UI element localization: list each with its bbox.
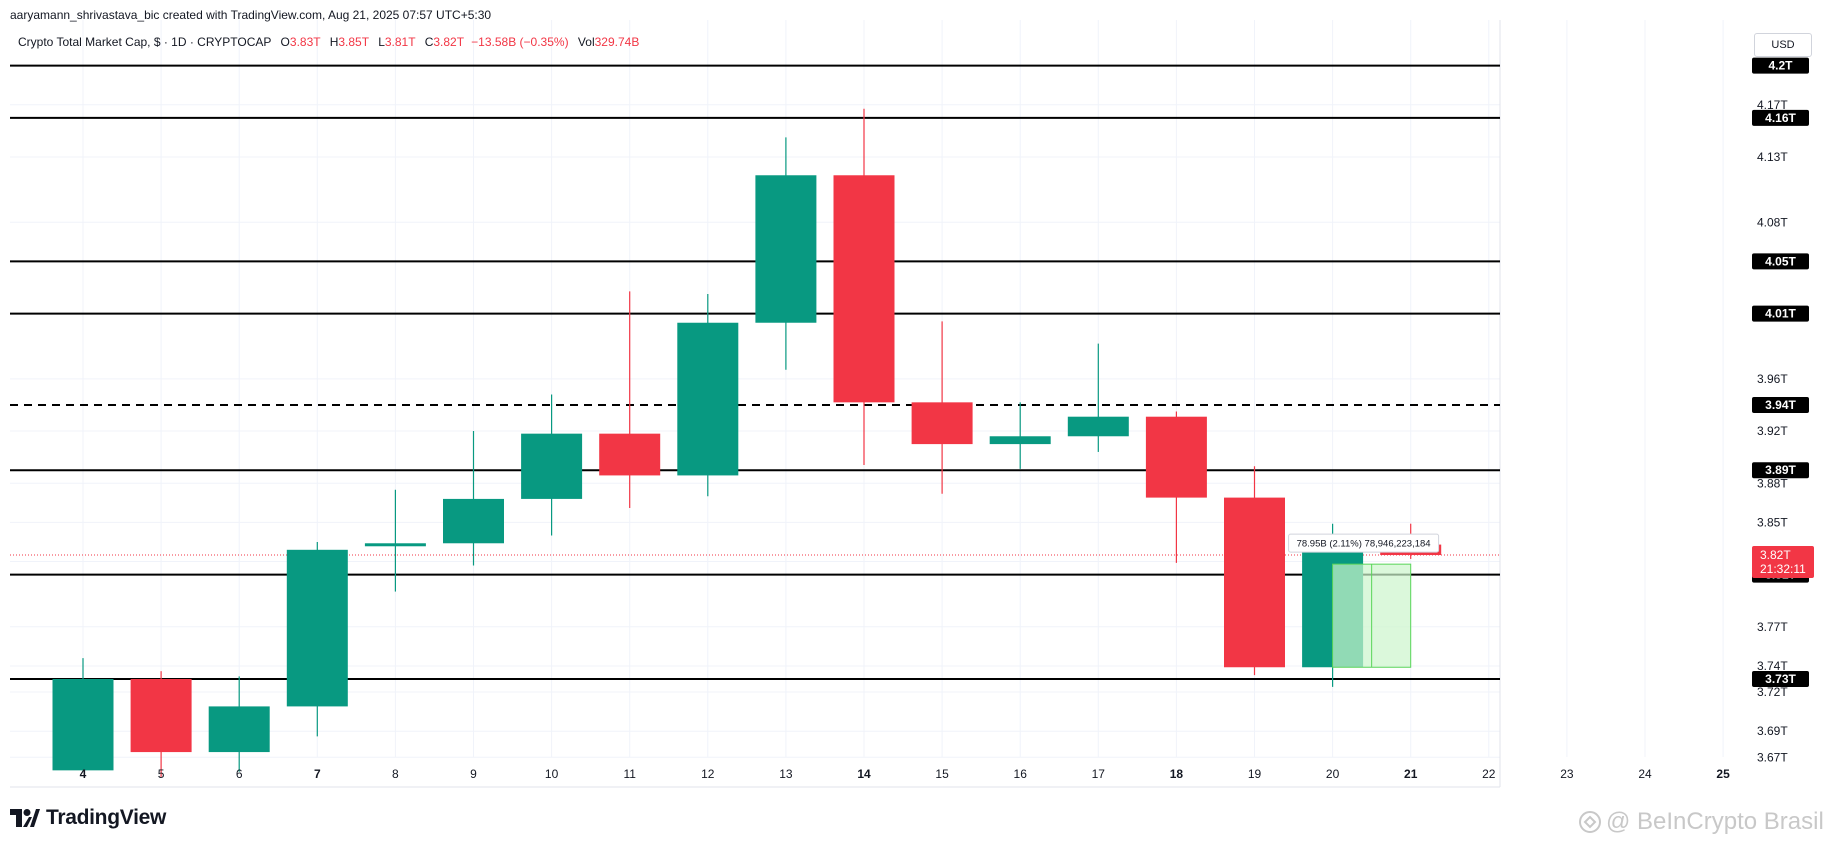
watermark-text: @ BeInCrypto Brasil <box>1606 808 1824 835</box>
x-tick-label: 10 <box>545 767 559 781</box>
level-price-tag <box>1752 305 1809 322</box>
level-price-tag <box>1752 109 1809 126</box>
candle-body[interactable] <box>208 706 270 753</box>
open-value: 3.83T <box>289 35 321 49</box>
volume-label: Vol <box>577 35 595 49</box>
current-price-value: 3.82T <box>1760 548 1791 562</box>
level-price-tag <box>1752 462 1809 479</box>
x-tick-label: 8 <box>392 767 399 781</box>
x-tick-label: 7 <box>314 767 321 781</box>
y-tick-label: 3.85T <box>1757 515 1788 529</box>
x-tick-label: 23 <box>1560 767 1574 781</box>
current-price-tag <box>1752 546 1814 579</box>
candle-body[interactable] <box>52 679 114 771</box>
x-tick-label: 6 <box>236 767 243 781</box>
x-tick-label: 4 <box>80 767 87 781</box>
candle-body[interactable] <box>130 679 192 753</box>
measure-label-box <box>1288 533 1440 553</box>
x-tick-label: 13 <box>779 767 793 781</box>
level-price-label: 4.01T <box>1765 307 1796 321</box>
y-tick-label: 3.74T <box>1757 659 1788 673</box>
level-price-tag <box>1752 671 1809 687</box>
candle-body[interactable] <box>989 436 1051 445</box>
y-tick-label: 3.69T <box>1757 724 1788 738</box>
candle-body[interactable] <box>443 498 504 544</box>
symbol-legend: Crypto Total Market Cap, $ · 1D · CRYPTO… <box>18 35 639 49</box>
candle-countdown: 21:32:11 <box>1760 562 1806 576</box>
low-value: 3.81T <box>384 35 416 49</box>
candle-body[interactable] <box>286 549 348 707</box>
candle-body[interactable] <box>1224 497 1285 668</box>
high-label: H <box>329 35 339 49</box>
level-price-label: 4.05T <box>1765 254 1796 268</box>
x-tick-label: 14 <box>857 767 871 781</box>
measure-label: 78.95B (2.11%) 78,946,223,184 <box>1297 539 1431 550</box>
level-price-label: 3.94T <box>1765 398 1796 412</box>
candle-body[interactable] <box>1067 416 1129 437</box>
y-tick-label: 3.92T <box>1757 424 1788 438</box>
candle-body[interactable] <box>364 543 426 547</box>
level-price-tag <box>1752 253 1809 270</box>
tradingview-logo-text: TradingView <box>46 806 167 829</box>
candle-body[interactable] <box>755 175 817 323</box>
x-tick-label: 25 <box>1716 767 1730 781</box>
high-value: 3.85T <box>338 35 369 49</box>
x-tick-label: 11 <box>623 767 636 781</box>
level-price-label: 4.16T <box>1765 111 1796 125</box>
tradingview-logo-icon <box>10 809 40 827</box>
open-label: O <box>280 35 290 49</box>
y-tick-label: 3.77T <box>1757 620 1788 634</box>
x-tick-label: 21 <box>1404 767 1418 781</box>
symbol-title[interactable]: Crypto Total Market Cap, $ · 1D · CRYPTO… <box>18 35 272 49</box>
close-value: 3.82T <box>433 35 464 49</box>
candle-body[interactable] <box>833 175 895 403</box>
close-label: C <box>424 35 434 49</box>
change-value: −13.58B (−0.35%) <box>471 35 569 49</box>
y-tick-label: 4.17T <box>1757 98 1788 112</box>
y-tick-label: 3.67T <box>1757 750 1788 764</box>
y-tick-label: 3.72T <box>1757 685 1788 699</box>
y-tick-label: 3.96T <box>1757 372 1788 386</box>
candle-body[interactable] <box>677 322 739 476</box>
y-tick-label: 3.88T <box>1757 476 1788 490</box>
candle-body[interactable] <box>1145 416 1207 498</box>
y-tick-label: 4.08T <box>1757 215 1788 229</box>
y-tick-label: 4.13T <box>1757 150 1788 164</box>
candle-body[interactable] <box>599 433 661 476</box>
volume-value: 329.74B <box>594 35 640 49</box>
level-price-tag <box>1752 57 1809 74</box>
candle-body[interactable] <box>521 433 583 499</box>
x-tick-label: 24 <box>1638 767 1652 781</box>
x-tick-label: 15 <box>935 767 949 781</box>
x-tick-label: 9 <box>470 767 477 781</box>
x-tick-label: 16 <box>1014 767 1028 781</box>
beincrypto-logo-icon <box>1579 811 1601 833</box>
candle-body[interactable] <box>911 402 973 445</box>
level-price-label: 3.73T <box>1765 672 1796 686</box>
beincrypto-watermark: @ BeInCrypto Brasil <box>1578 808 1824 836</box>
x-tick-label: 19 <box>1248 767 1262 781</box>
level-price-label: 4.2T <box>1768 59 1793 73</box>
level-price-label: 3.89T <box>1765 463 1796 477</box>
x-tick-label: 17 <box>1092 767 1106 781</box>
level-price-tag <box>1752 396 1809 413</box>
x-tick-label: 20 <box>1326 767 1340 781</box>
x-tick-label: 18 <box>1170 767 1184 781</box>
x-tick-label: 22 <box>1482 767 1496 781</box>
chart-credit: aaryamann_shrivastava_bic created with T… <box>10 8 492 22</box>
low-label: L <box>378 35 385 49</box>
tradingview-logo[interactable]: TradingView <box>10 806 166 830</box>
currency-button[interactable]: USD <box>1754 33 1812 57</box>
x-tick-label: 12 <box>701 767 715 781</box>
x-tick-label: 5 <box>158 767 165 781</box>
